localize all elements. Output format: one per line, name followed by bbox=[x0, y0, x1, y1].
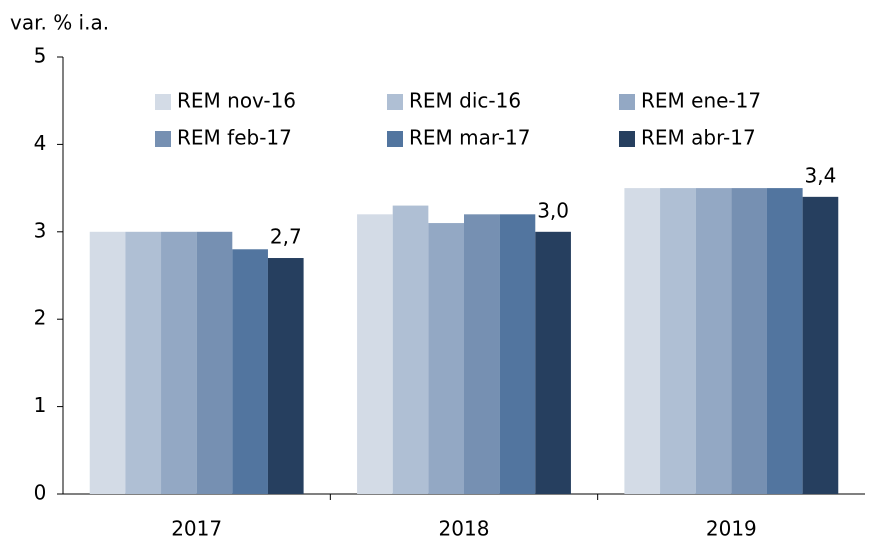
bar bbox=[267, 258, 304, 494]
y-axis-label: var. % i.a. bbox=[10, 11, 109, 35]
bar bbox=[392, 205, 429, 494]
bar bbox=[660, 188, 696, 494]
x-tick-label: 2019 bbox=[706, 517, 757, 540]
y-tick-label: 4 bbox=[34, 131, 47, 155]
y-tick-label: 0 bbox=[34, 481, 47, 505]
x-tick-label: 2017 bbox=[171, 517, 222, 540]
y-tick-label: 2 bbox=[34, 306, 47, 330]
bar bbox=[695, 188, 732, 494]
legend-swatch bbox=[387, 131, 403, 147]
legend-swatch bbox=[619, 131, 635, 147]
bar bbox=[125, 231, 162, 495]
bar bbox=[464, 214, 500, 494]
x-tick-label: 2018 bbox=[439, 517, 490, 540]
legend-label: REM ene-17 bbox=[641, 89, 761, 113]
legend-swatch bbox=[619, 94, 635, 110]
legend-label: REM dic-16 bbox=[409, 89, 521, 113]
bar bbox=[232, 249, 268, 494]
legend-label: REM nov-16 bbox=[177, 89, 296, 113]
legend-swatch bbox=[155, 131, 171, 147]
bar bbox=[624, 188, 661, 494]
bar bbox=[731, 188, 767, 494]
bar bbox=[161, 231, 197, 495]
bar bbox=[89, 231, 126, 495]
bar bbox=[535, 231, 571, 495]
bar bbox=[428, 223, 464, 494]
legend-label: REM mar-17 bbox=[409, 126, 531, 150]
data-label: 3,0 bbox=[537, 198, 569, 222]
legend-swatch bbox=[155, 94, 171, 110]
bar bbox=[766, 188, 803, 494]
bar bbox=[499, 214, 536, 494]
bar bbox=[196, 231, 233, 495]
legend-label: REM feb-17 bbox=[177, 126, 292, 150]
bar bbox=[357, 214, 393, 494]
data-label: 2,7 bbox=[270, 225, 302, 249]
y-tick-label: 5 bbox=[34, 44, 47, 68]
y-tick-label: 1 bbox=[34, 393, 47, 417]
legend-label: REM abr-17 bbox=[641, 126, 756, 150]
y-tick-label: 3 bbox=[34, 218, 47, 242]
legend-swatch bbox=[387, 94, 403, 110]
data-label: 3,4 bbox=[805, 163, 837, 187]
bar bbox=[802, 196, 839, 494]
